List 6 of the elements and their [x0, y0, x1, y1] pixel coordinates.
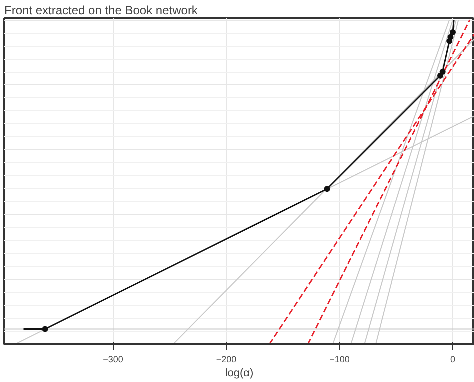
x-tick-label: 0 — [450, 354, 456, 364]
x-tick-label: −300 — [103, 354, 124, 364]
x-tick-label: −200 — [216, 354, 237, 364]
x-tick-label: −100 — [330, 354, 350, 364]
x-axis-title: log(α) — [225, 368, 254, 380]
chart-title: Front extracted on the Book network — [4, 4, 199, 18]
